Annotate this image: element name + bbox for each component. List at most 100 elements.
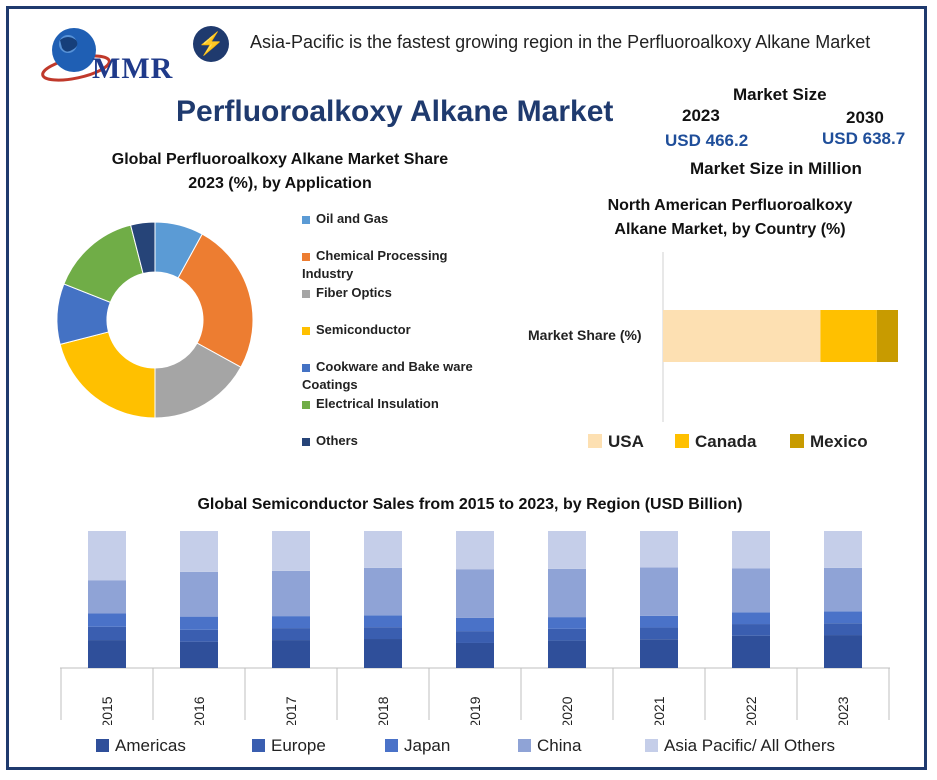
semi-legend-label: Europe	[271, 736, 326, 755]
market-size-value-a: USD 466.2	[665, 131, 749, 150]
donut-slice-semiconductor	[59, 331, 156, 419]
semi-bar-segment	[272, 570, 310, 617]
na-bar-chart	[662, 252, 898, 422]
semi-legend-item: Japan	[385, 736, 450, 756]
semi-bar-segment	[88, 531, 126, 581]
na-legend-label: USA	[608, 432, 644, 451]
semi-bar-segment	[732, 635, 770, 668]
semi-bar-segment	[88, 613, 126, 627]
na-legend-item: Canada	[675, 432, 756, 452]
legend-swatch	[302, 215, 310, 224]
legend-swatch	[302, 252, 310, 261]
semi-bar-segment	[732, 624, 770, 636]
donut-legend-item: Semiconductor	[302, 321, 502, 339]
semi-chart-title: Global Semiconductor Sales from 2015 to …	[197, 496, 743, 513]
donut-legend-label: Electrical Insulation	[316, 396, 439, 411]
semi-bar-segment	[180, 641, 218, 668]
legend-swatch	[302, 437, 310, 446]
donut-slice-others	[130, 221, 156, 275]
semi-bar-segment	[364, 627, 402, 640]
legend-swatch	[302, 363, 310, 372]
semi-bar-segment	[640, 639, 678, 668]
semi-bar-segment	[456, 569, 494, 618]
semi-bar-segment	[824, 531, 862, 568]
semi-bar-segment	[640, 627, 678, 640]
semi-bar-segment	[640, 531, 678, 568]
semi-bar-segment	[88, 640, 126, 668]
semi-tick-label: 2023	[835, 696, 851, 725]
semi-bar-segment	[548, 640, 586, 668]
na-legend-label: Mexico	[810, 432, 868, 451]
market-size-heading: Market Size	[733, 85, 827, 104]
donut-legend-item: Others	[302, 432, 502, 450]
donut-slice-chemical-processing-industry	[177, 233, 254, 368]
market-size-year-a: 2023	[682, 106, 720, 125]
donut-chart-title: Global Perfluoroalkoxy Alkane Market Sha…	[90, 148, 470, 196]
semi-bar-segment	[732, 612, 770, 625]
semi-bar-segment	[548, 617, 586, 629]
na-bar-usa	[663, 310, 821, 362]
donut-title-line2: 2023 (%), by Application	[188, 175, 372, 192]
semi-bar-segment	[456, 617, 494, 632]
na-bar-mexico	[876, 310, 898, 362]
semi-column-chart: 2015 2016 2017 2018 2019 2020 2021 2022 2023	[60, 531, 890, 725]
semi-bar-segment	[824, 567, 862, 612]
logo-text: MMR	[92, 52, 174, 85]
semi-bar-segment	[272, 616, 310, 629]
semi-legend-item: Europe	[252, 736, 326, 756]
semi-legend-label: China	[537, 736, 582, 755]
semi-legend-item: Americas	[96, 736, 186, 756]
donut-legend-label: Others	[316, 433, 358, 448]
semi-bar-segment	[640, 615, 678, 628]
legend-swatch	[252, 739, 265, 752]
semi-bar-segment	[364, 567, 402, 616]
semi-bar-segment	[272, 531, 310, 571]
donut-legend-label: Fiber Optics	[316, 285, 392, 300]
legend-swatch	[302, 289, 310, 298]
semi-bar-segment	[824, 635, 862, 668]
semi-tick-label: 2016	[191, 696, 207, 725]
semi-tick-label: 2017	[283, 696, 299, 725]
semi-tick-label: 2021	[651, 696, 667, 725]
semi-bar-segment	[272, 640, 310, 668]
legend-swatch	[302, 400, 310, 409]
semi-bar-segment	[272, 628, 310, 641]
semi-bar-segment	[824, 623, 862, 636]
semi-bar-segment	[364, 615, 402, 628]
legend-swatch	[96, 739, 109, 752]
semi-tick-label: 2020	[559, 696, 575, 725]
donut-legend-item: Cookware and Bake ware Coatings	[302, 358, 502, 394]
semi-legend-label: Asia Pacific/ All Others	[664, 736, 836, 755]
semi-bar-segment	[364, 639, 402, 668]
semi-legend-item: Asia Pacific/ All Others	[645, 736, 835, 756]
donut-legend-item: Electrical Insulation	[302, 395, 502, 413]
semi-legend-label: Americas	[115, 736, 186, 755]
semi-tick-label: 2019	[467, 696, 483, 725]
semi-bar-segment	[180, 629, 218, 642]
semi-bar-segment	[88, 580, 126, 614]
na-title-line1: North American Perfluoroalkoxy	[607, 197, 853, 214]
semi-bar-segment	[456, 631, 494, 643]
na-legend-label: Canada	[695, 432, 757, 451]
donut-legend-label: Cookware and Bake ware Coatings	[302, 359, 473, 392]
semi-tick-label: 2015	[99, 696, 115, 725]
semi-legend-label: Japan	[404, 736, 451, 755]
donut-legend-item: Chemical Processing Industry	[302, 247, 502, 283]
semi-bar-segment	[548, 628, 586, 641]
legend-swatch	[645, 739, 658, 752]
semi-bar-segment	[824, 611, 862, 624]
na-category-label: Market Share (%)	[528, 327, 642, 343]
semi-bar-segment	[640, 567, 678, 616]
legend-swatch	[588, 434, 602, 448]
semi-bar-segment	[88, 626, 126, 641]
semi-bar-segment	[456, 642, 494, 668]
donut-legend-label: Chemical Processing Industry	[302, 248, 448, 281]
semi-legend-item: China	[518, 736, 581, 756]
semi-tick-label: 2022	[743, 696, 759, 725]
legend-swatch	[302, 326, 310, 335]
market-size-value-b: USD 638.7	[822, 129, 906, 148]
semi-bar-segment	[548, 531, 586, 569]
donut-legend-label: Semiconductor	[316, 322, 411, 337]
na-legend-item: Mexico	[790, 432, 868, 452]
semi-bar-segment	[732, 531, 770, 569]
